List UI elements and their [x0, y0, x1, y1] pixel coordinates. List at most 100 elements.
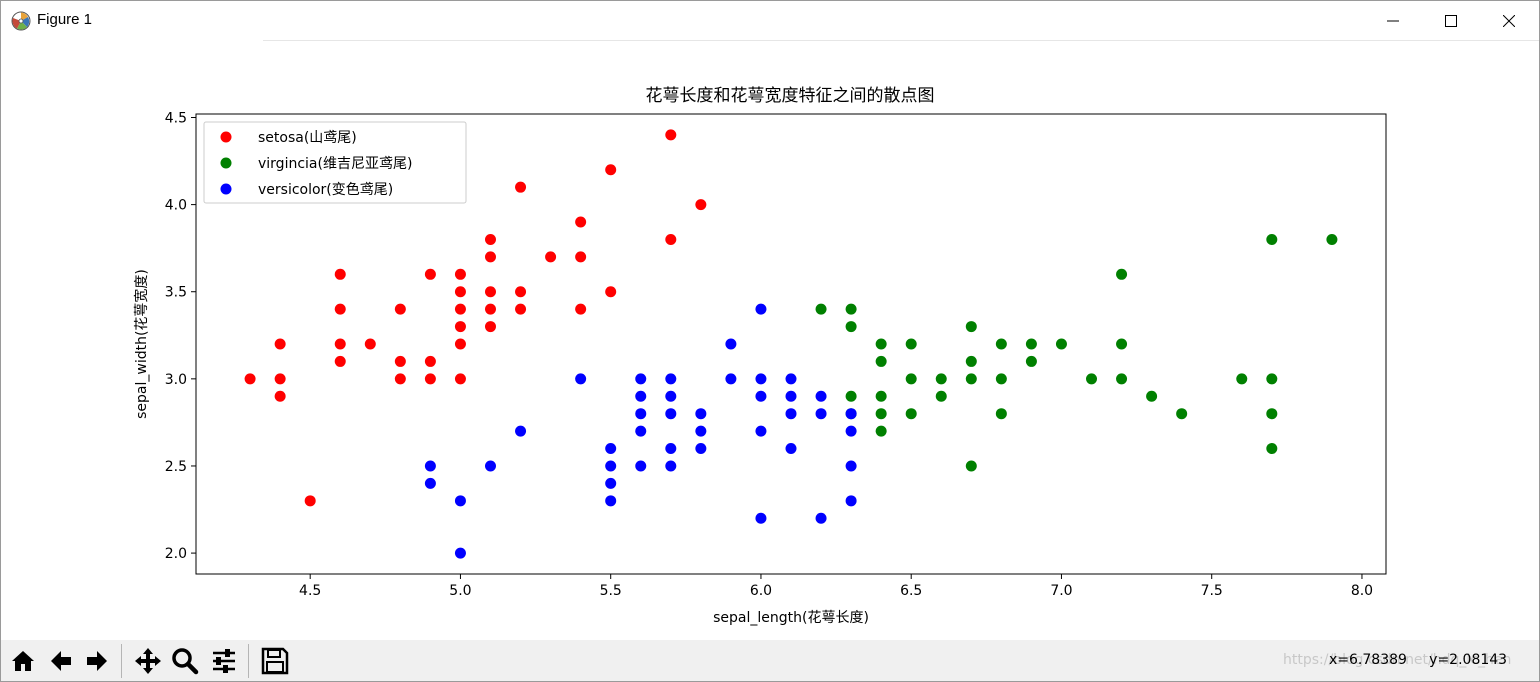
data-point — [815, 408, 827, 420]
data-point — [695, 408, 707, 420]
x-tick-label: 4.5 — [299, 583, 321, 599]
data-point — [484, 233, 496, 245]
data-point — [755, 390, 767, 402]
title-bar[interactable]: Figure 1 — [1, 1, 1539, 41]
data-point — [905, 408, 917, 420]
data-point — [575, 251, 587, 263]
title-divider — [263, 40, 1539, 41]
data-point — [635, 460, 647, 472]
y-tick-label: 2.0 — [165, 546, 187, 562]
x-tick-label: 6.5 — [900, 583, 922, 599]
data-point — [334, 268, 346, 280]
home-button[interactable] — [7, 645, 39, 677]
data-point — [845, 425, 857, 437]
data-point — [1086, 373, 1098, 385]
data-points — [244, 129, 1338, 559]
configure-subplots-button[interactable] — [208, 645, 240, 677]
maximize-icon — [1445, 15, 1457, 27]
data-point — [1116, 268, 1128, 280]
minimize-button[interactable] — [1364, 1, 1422, 41]
data-point — [665, 408, 677, 420]
data-point — [364, 338, 376, 350]
data-point — [845, 460, 857, 472]
data-point — [424, 268, 436, 280]
data-point — [424, 355, 436, 367]
data-point — [1236, 373, 1248, 385]
data-point — [965, 355, 977, 367]
pan-button[interactable] — [132, 645, 164, 677]
data-point — [845, 390, 857, 402]
data-point — [334, 338, 346, 350]
maximize-button[interactable] — [1422, 1, 1480, 41]
data-point — [605, 477, 617, 489]
data-point — [1266, 408, 1278, 420]
scatter-chart[interactable]: 花萼长度和花萼宽度特征之间的散点图 4.5 5.0 5.5 6.0 6.5 7.0 7.5 8… — [1, 42, 1539, 639]
data-point — [665, 460, 677, 472]
data-point — [484, 321, 496, 333]
legend-marker — [220, 157, 232, 169]
move-icon — [135, 648, 161, 674]
data-point — [785, 373, 797, 385]
data-point — [605, 495, 617, 507]
data-point — [875, 338, 887, 350]
cursor-coordinates: x=6.78389 y=2.08143 — [1329, 652, 1508, 668]
data-point — [635, 390, 647, 402]
y-tick-label: 4.5 — [165, 110, 187, 126]
data-point — [424, 460, 436, 472]
data-point — [845, 303, 857, 315]
data-point — [905, 373, 917, 385]
data-point — [334, 303, 346, 315]
data-point — [515, 286, 527, 298]
data-point — [1055, 338, 1067, 350]
legend-label: virgincia(维吉尼亚鸢尾) — [258, 156, 412, 172]
zoom-button[interactable] — [169, 645, 201, 677]
data-point — [274, 338, 286, 350]
data-point — [1025, 338, 1037, 350]
data-point — [635, 373, 647, 385]
data-point — [845, 495, 857, 507]
data-point — [454, 268, 466, 280]
data-point — [454, 373, 466, 385]
forward-button[interactable] — [81, 645, 113, 677]
data-point — [454, 338, 466, 350]
data-point — [965, 321, 977, 333]
data-point — [995, 373, 1007, 385]
data-point — [755, 512, 767, 524]
data-point — [1146, 390, 1158, 402]
data-point — [515, 303, 527, 315]
data-point — [424, 477, 436, 489]
data-point — [394, 303, 406, 315]
data-point — [394, 373, 406, 385]
data-point — [605, 164, 617, 176]
data-point — [665, 390, 677, 402]
legend-label: setosa(山鸢尾) — [258, 130, 357, 146]
plot-frame — [195, 113, 1387, 575]
data-point — [454, 286, 466, 298]
data-point — [755, 425, 767, 437]
data-point — [274, 390, 286, 402]
data-point — [695, 199, 707, 211]
data-point — [394, 355, 406, 367]
sliders-icon — [213, 649, 235, 673]
back-button[interactable] — [45, 645, 77, 677]
data-point — [815, 390, 827, 402]
data-point — [575, 216, 587, 228]
data-point — [875, 355, 887, 367]
data-point — [605, 286, 617, 298]
figure-canvas[interactable]: 花萼长度和花萼宽度特征之间的散点图 4.5 5.0 5.5 6.0 6.5 7.0 7.5 8… — [1, 42, 1539, 639]
data-point — [1116, 373, 1128, 385]
data-point — [454, 321, 466, 333]
toolbar-separator — [121, 644, 122, 678]
data-point — [965, 460, 977, 472]
x-tick-label: 8.0 — [1351, 583, 1373, 599]
watermark: https://blog.csdn.net/hdq_lc_hen — [1283, 652, 1512, 668]
data-point — [1326, 233, 1338, 245]
data-point — [605, 443, 617, 455]
close-icon — [1503, 15, 1515, 27]
close-button[interactable] — [1480, 1, 1538, 41]
data-point — [1266, 233, 1278, 245]
legend: setosa(山鸢尾) virgincia(维吉尼亚鸢尾) versicolor(变… — [203, 121, 467, 204]
data-point — [274, 373, 286, 385]
save-button[interactable] — [259, 645, 291, 677]
y-tick-label: 2.5 — [165, 459, 187, 475]
